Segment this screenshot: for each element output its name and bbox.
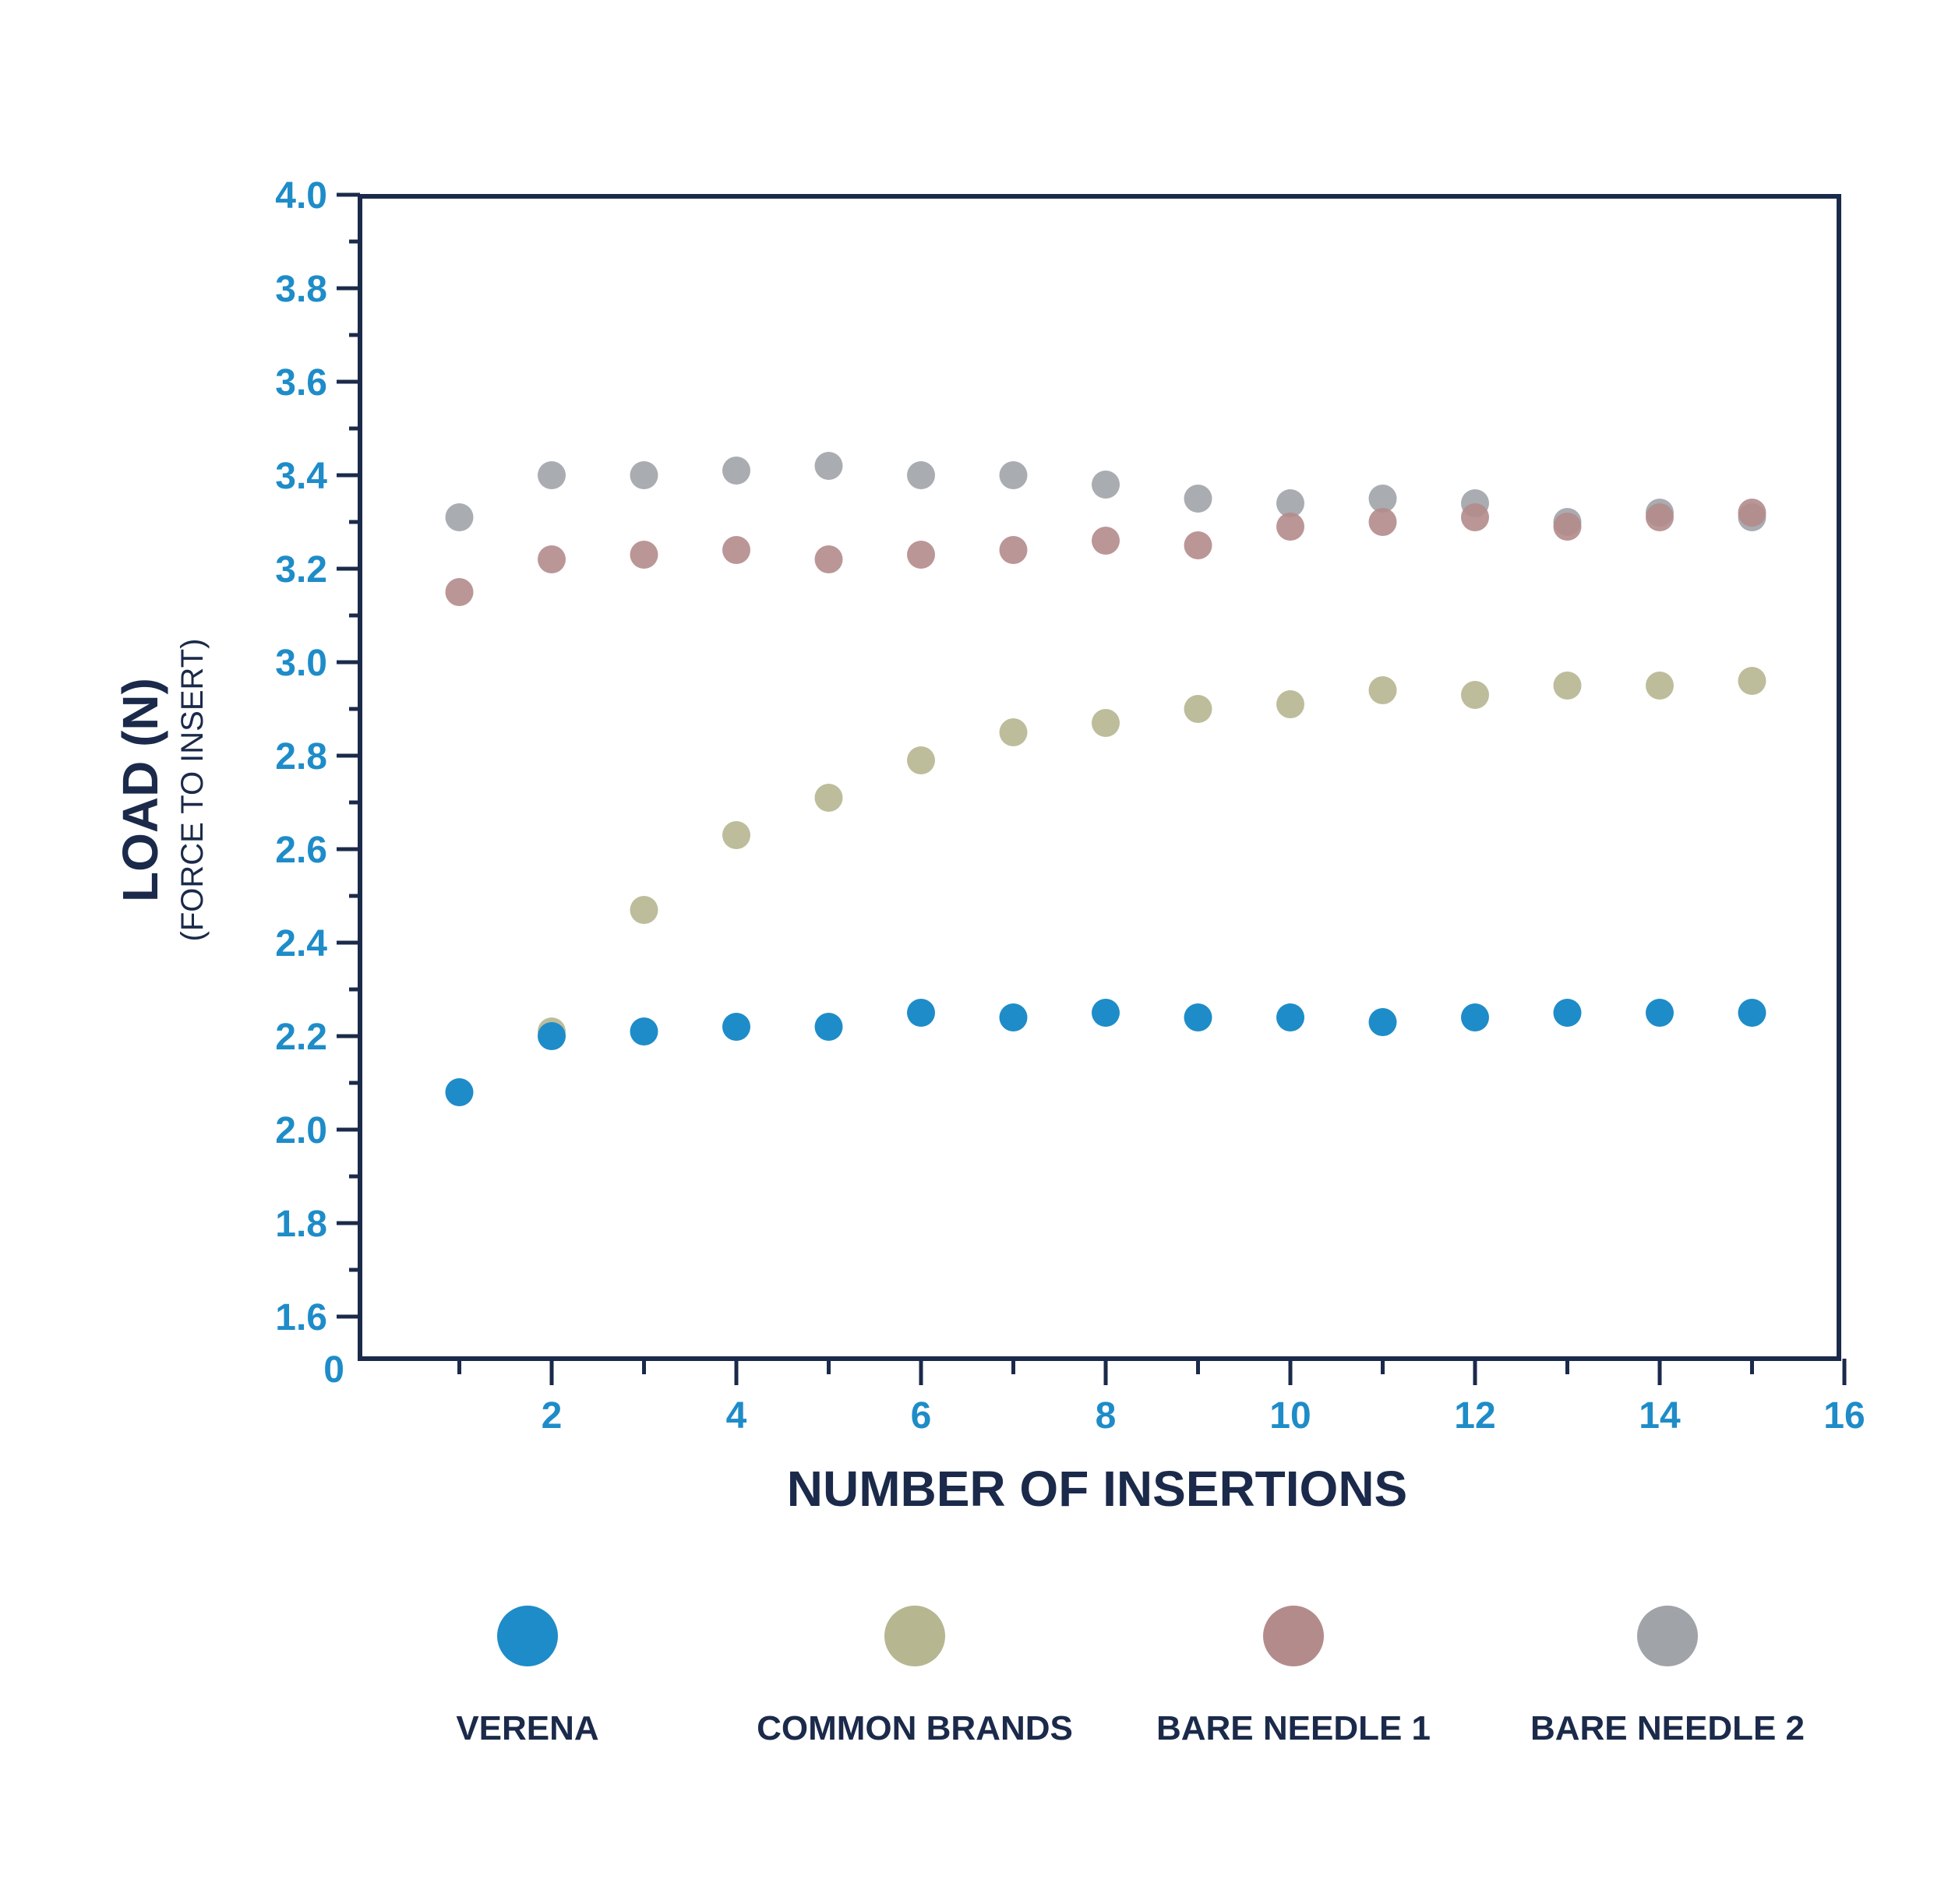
y-tick-label: 1.6: [275, 1297, 327, 1338]
legend-marker-verena: [497, 1606, 558, 1666]
data-point-bare-needle-1: [907, 541, 935, 569]
y-tick-label: 2.2: [275, 1017, 327, 1058]
legend-label-bare-needle-1: BARE NEEDLE 1: [1156, 1709, 1431, 1747]
y-tick-label: 3.4: [275, 456, 327, 497]
data-point-bare-needle-2: [1184, 485, 1212, 513]
data-point-verena: [1461, 1003, 1489, 1031]
data-point-bare-needle-2: [1368, 485, 1397, 513]
data-point-bare-needle-2: [630, 461, 658, 489]
data-point-verena: [1553, 999, 1582, 1027]
y-tick-label: 2.4: [275, 923, 327, 964]
data-point-bare-needle-1: [1553, 513, 1582, 541]
data-point-bare-needle-1: [722, 536, 750, 564]
y-tick-label: 4.0: [275, 175, 327, 217]
data-point-common-brands: [1553, 672, 1582, 700]
y-axis-zero-label: 0: [323, 1349, 344, 1391]
legend-label-verena: VERENA: [456, 1709, 598, 1747]
data-point-common-brands: [630, 896, 658, 924]
axes-group: 1.6 1.8 2.0 2.2 2.4 2.6 2.8 3.0 3.2 3.4 3.6 3.8 4.0 2…: [275, 175, 1865, 1437]
x-axis-title: NUMBER OF INSERTIONS: [787, 1461, 1407, 1517]
data-point-verena: [907, 999, 935, 1027]
y-tick-label: 3.6: [275, 362, 327, 404]
x-tick-label: 2: [542, 1395, 563, 1437]
data-point-common-brands: [1646, 672, 1674, 700]
data-point-bare-needle-1: [1092, 527, 1120, 555]
data-point-bare-needle-2: [445, 503, 474, 531]
data-point-bare-needle-2: [1276, 489, 1304, 517]
data-point-common-brands: [1738, 667, 1766, 695]
data-point-verena: [445, 1078, 474, 1106]
data-point-common-brands: [1368, 676, 1397, 704]
data-point-verena: [814, 1013, 843, 1041]
data-point-bare-needle-1: [1738, 499, 1766, 527]
data-point-common-brands: [1461, 681, 1489, 709]
legend-label-common-brands: COMMON BRANDS: [757, 1709, 1073, 1747]
data-point-bare-needle-1: [445, 578, 474, 606]
data-point-bare-needle-1: [814, 545, 843, 573]
legend-marker-bare-needle-1: [1263, 1606, 1324, 1666]
data-point-bare-needle-2: [1092, 471, 1120, 499]
legend-marker-common-brands: [884, 1606, 945, 1666]
data-point-bare-needle-1: [1461, 503, 1489, 531]
x-tick-label: 12: [1454, 1395, 1495, 1437]
data-point-verena: [999, 1003, 1028, 1031]
legend-label-bare-needle-2: BARE NEEDLE 2: [1530, 1709, 1805, 1747]
x-tick-label: 16: [1823, 1395, 1865, 1437]
data-point-verena: [1092, 999, 1120, 1027]
y-tick-label: 2.6: [275, 830, 327, 871]
data-point-verena: [1276, 1003, 1304, 1031]
y-axis-subtitle: (FORCE TO INSERT): [175, 639, 210, 942]
y-tick-label: 2.0: [275, 1110, 327, 1151]
data-point-common-brands: [1276, 690, 1304, 718]
data-points-group: [445, 452, 1766, 1106]
data-point-bare-needle-2: [722, 457, 750, 485]
x-tick-label: 10: [1269, 1395, 1311, 1437]
data-point-bare-needle-1: [1184, 531, 1212, 559]
legend: VERENA COMMON BRANDS BARE NEEDLE 1 BARE NEE…: [456, 1606, 1805, 1747]
x-tick-label: 8: [1096, 1395, 1117, 1437]
data-point-verena: [1184, 1003, 1212, 1031]
data-point-verena: [1368, 1008, 1397, 1036]
data-point-bare-needle-1: [1368, 508, 1397, 536]
data-point-bare-needle-1: [999, 536, 1028, 564]
y-axis-title: LOAD (N): [112, 678, 168, 902]
data-point-bare-needle-1: [1646, 503, 1674, 531]
y-tick-label: 3.2: [275, 549, 327, 591]
data-point-bare-needle-2: [907, 461, 935, 489]
y-tick-label: 3.0: [275, 643, 327, 684]
data-point-verena: [1646, 999, 1674, 1027]
x-tick-label: 4: [726, 1395, 747, 1437]
y-tick-label: 1.8: [275, 1204, 327, 1245]
data-point-bare-needle-2: [814, 452, 843, 480]
y-tick-label: 2.8: [275, 736, 327, 777]
x-tick-label: 14: [1639, 1395, 1681, 1437]
data-point-common-brands: [1092, 709, 1120, 737]
data-point-common-brands: [999, 718, 1028, 746]
data-point-verena: [722, 1013, 750, 1041]
data-point-bare-needle-2: [538, 461, 566, 489]
y-tick-label: 3.8: [275, 269, 327, 310]
plot-frame: [358, 194, 1841, 1361]
data-point-verena: [1738, 999, 1766, 1027]
data-point-common-brands: [722, 821, 750, 849]
data-point-common-brands: [1184, 695, 1212, 723]
data-point-common-brands: [814, 784, 843, 812]
axis-labels-group: NUMBER OF INSERTIONS LOAD (N) (FORCE TO …: [112, 639, 1407, 1517]
data-point-bare-needle-1: [538, 545, 566, 573]
data-point-verena: [538, 1022, 566, 1050]
data-point-bare-needle-1: [1276, 513, 1304, 541]
legend-marker-bare-needle-2: [1637, 1606, 1698, 1666]
data-point-bare-needle-1: [630, 541, 658, 569]
x-tick-label: 6: [911, 1395, 932, 1437]
data-point-verena: [630, 1017, 658, 1045]
data-point-bare-needle-2: [999, 461, 1028, 489]
data-point-common-brands: [907, 746, 935, 774]
